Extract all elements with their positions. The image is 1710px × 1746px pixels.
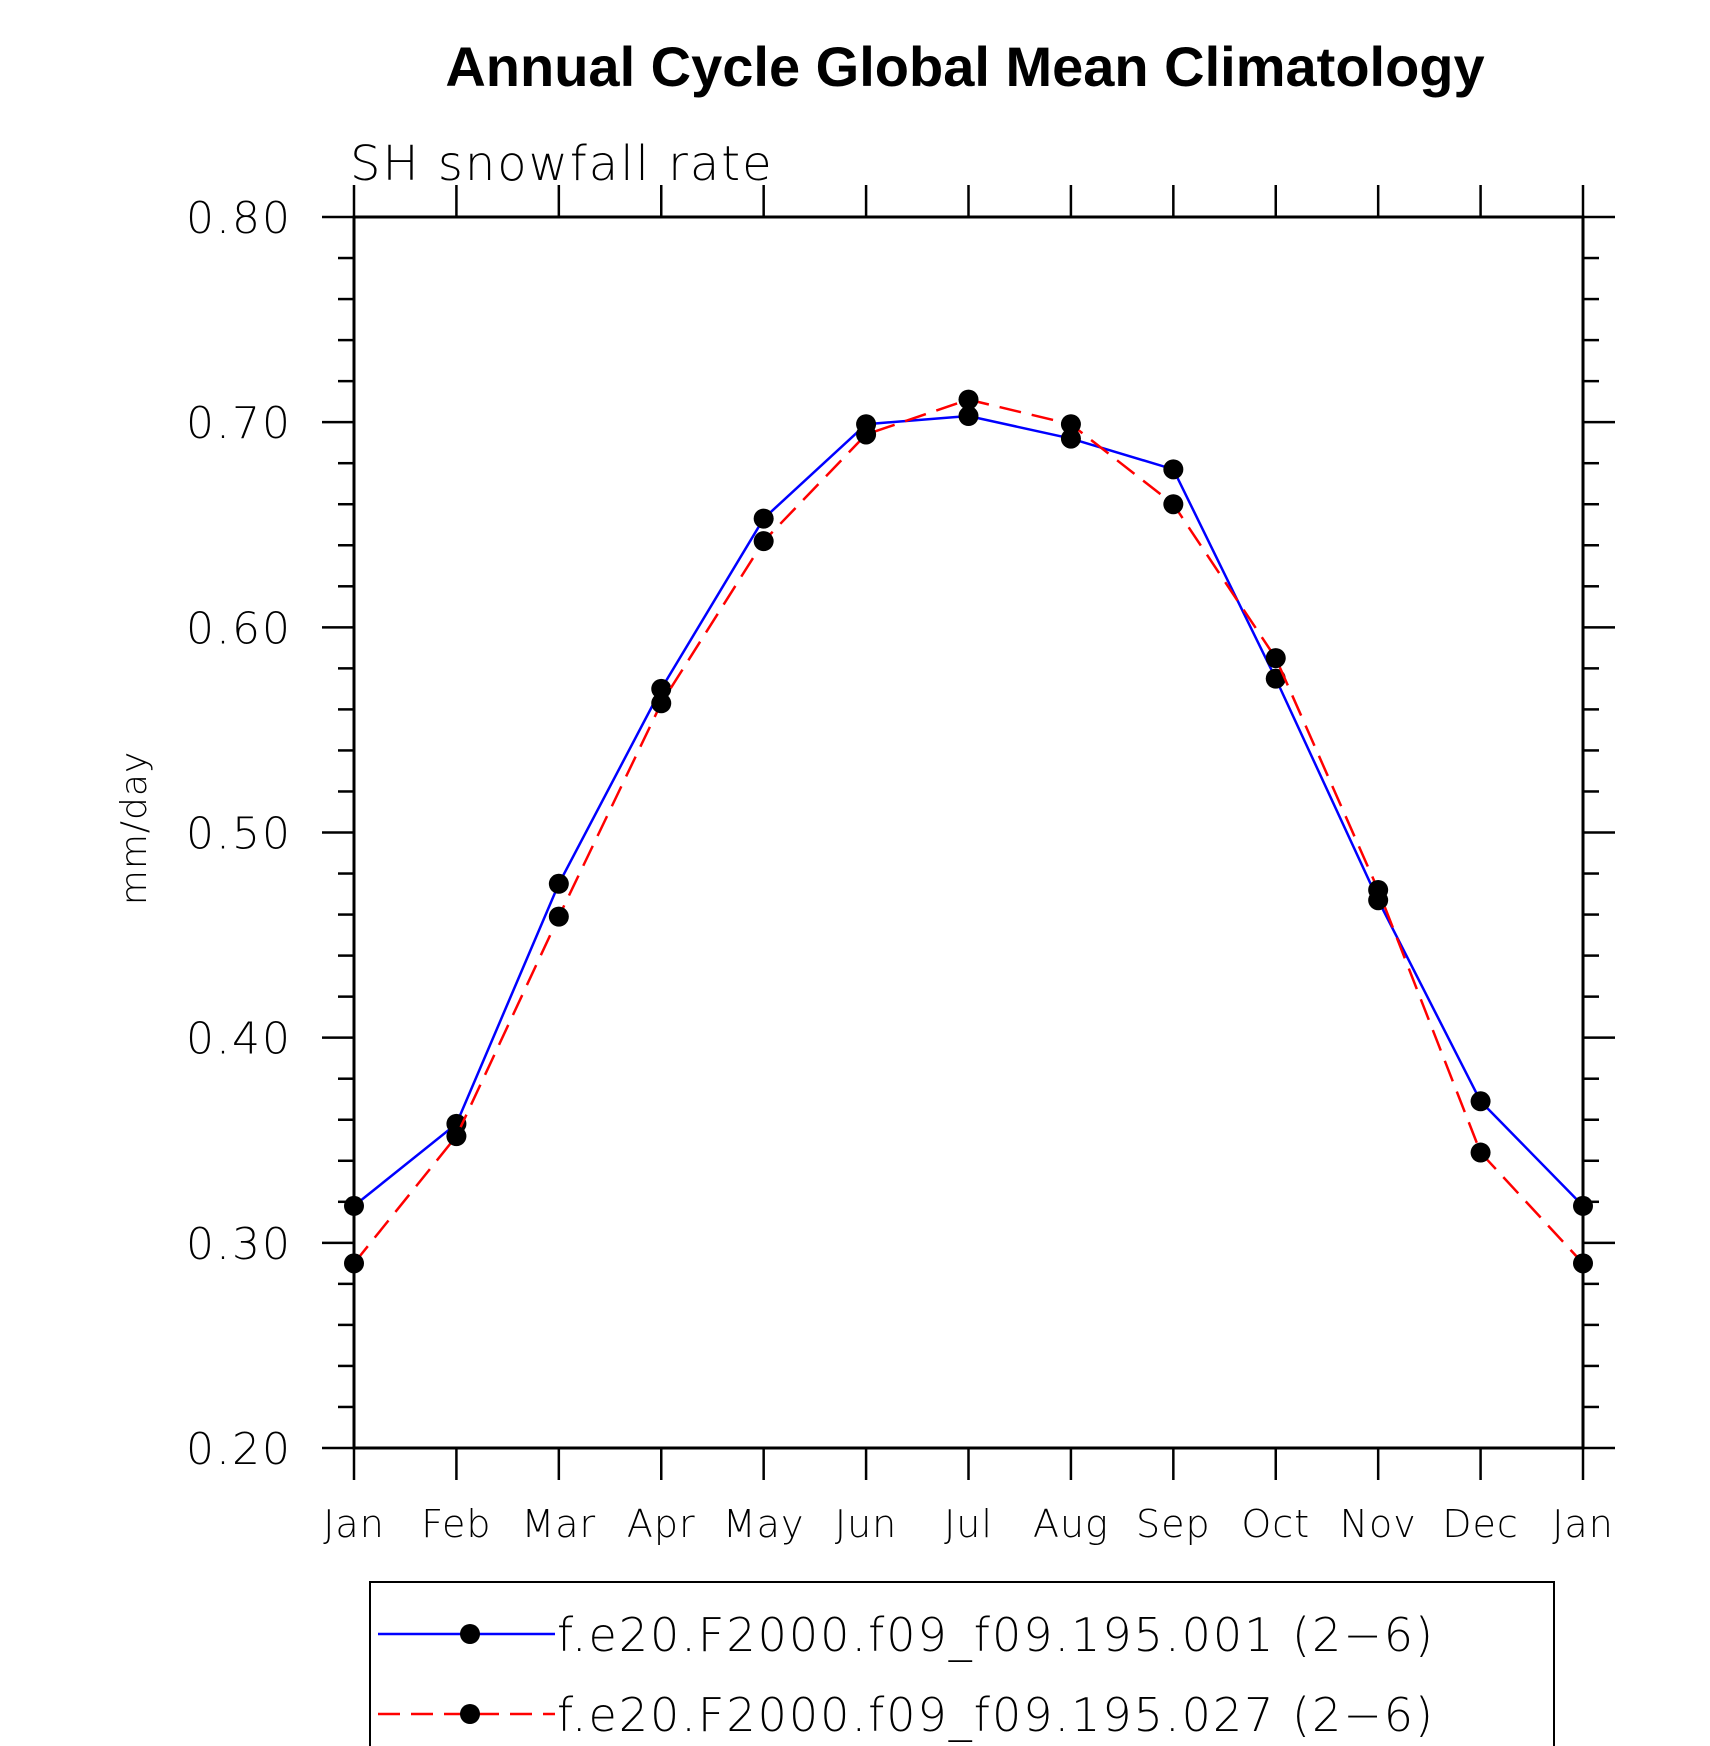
legend-item-1: f.e20.F2000.f09_f09.195.001 (2−6) [378, 1608, 1435, 1662]
data-point [548, 906, 569, 927]
data-point [1470, 1091, 1491, 1112]
legend-box [369, 1581, 1555, 1746]
data-point [1163, 459, 1184, 480]
data-point [1573, 1195, 1593, 1216]
data-point [548, 873, 569, 894]
legend: f.e20.F2000.f09_f09.195.001 (2−6) f.e20.F… [369, 1581, 1555, 1746]
y-tick-label: 0.40 [186, 1014, 292, 1065]
data-point [958, 406, 979, 427]
y-tick-label: 0.60 [186, 603, 292, 654]
y-tick-label: 0.50 [186, 809, 292, 860]
chart-title: Annual Cycle Global Mean Climatology [445, 35, 1484, 98]
data-point [344, 1253, 364, 1274]
x-tick-label: Mar [521, 1502, 596, 1546]
y-axis-label: mm/day [114, 751, 155, 905]
legend-label: f.e20.F2000.f09_f09.195.001 (2−6) [557, 1608, 1435, 1662]
axes: 0.20 0.30 0.40 0.50 0.60 0.70 0.80 Jan Feb Mar Apr… [186, 185, 1615, 1546]
legend-label: f.e20.F2000.f09_f09.195.027 (2−6) [557, 1688, 1435, 1742]
data-point [753, 508, 774, 529]
data-point [753, 531, 774, 552]
data-point [958, 389, 979, 410]
y-tick-label: 0.70 [186, 398, 292, 449]
x-tick-label: Jan [1552, 1502, 1614, 1546]
data-point [1470, 1142, 1491, 1163]
x-tick-label: Aug [1033, 1502, 1109, 1546]
series-line [353, 398, 1584, 1265]
x-tick-label: Dec [1442, 1502, 1519, 1546]
x-tick-label: Sep [1136, 1502, 1211, 1546]
data-point [1368, 879, 1389, 900]
x-tick-label: Nov [1340, 1502, 1417, 1546]
data-point [856, 424, 877, 445]
data-point [344, 1195, 364, 1216]
legend-item-2: f.e20.F2000.f09_f09.195.027 (2−6) [378, 1688, 1435, 1742]
series-line [353, 414, 1584, 1207]
data-point [1163, 494, 1184, 515]
series-layer [344, 389, 1593, 1274]
legend-marker [460, 1704, 480, 1724]
chart-subtitle: SH snowfall rate [350, 136, 774, 192]
data-point [1060, 414, 1081, 435]
data-point [1265, 668, 1286, 689]
data-point [651, 693, 672, 714]
data-point [1265, 648, 1286, 669]
series-2 [344, 389, 1593, 1274]
data-point [1573, 1253, 1593, 1274]
x-tick-label: Apr [627, 1502, 696, 1546]
x-tick-label: Oct [1241, 1502, 1310, 1546]
y-tick-label: 0.30 [186, 1219, 292, 1270]
x-tick-label: May [723, 1502, 805, 1546]
series-1 [344, 406, 1593, 1216]
y-tick-label: 0.80 [186, 193, 292, 244]
data-point [446, 1126, 467, 1147]
x-tick-label: Jan [323, 1502, 385, 1546]
data-point [651, 678, 672, 699]
x-tick-label: Feb [421, 1502, 491, 1546]
x-tick-label: Jun [835, 1502, 897, 1546]
y-tick-label: 0.20 [186, 1424, 292, 1475]
x-tick-label: Jul [944, 1502, 993, 1546]
data-point [1060, 428, 1081, 449]
legend-marker [460, 1624, 480, 1644]
